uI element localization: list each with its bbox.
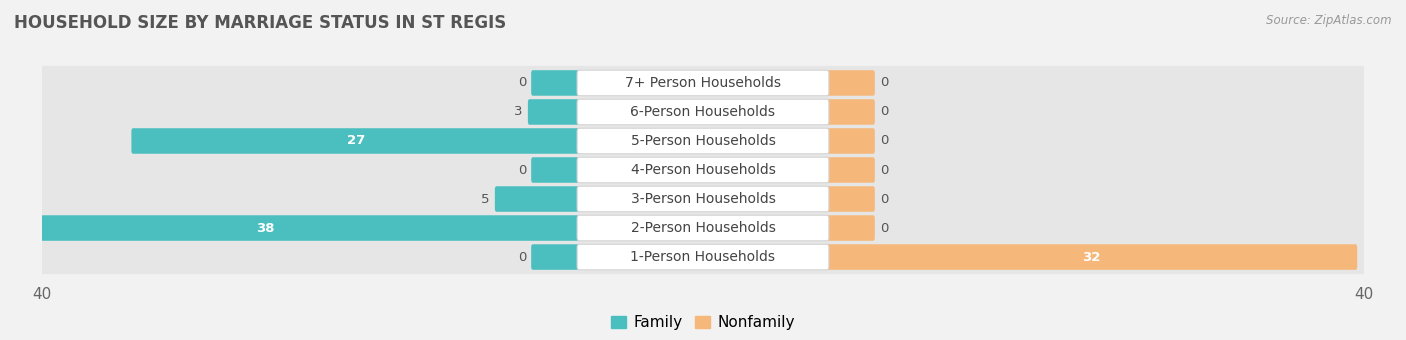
- Text: 0: 0: [880, 222, 889, 235]
- Text: Source: ZipAtlas.com: Source: ZipAtlas.com: [1267, 14, 1392, 27]
- FancyBboxPatch shape: [576, 186, 830, 212]
- Text: 4-Person Households: 4-Person Households: [630, 163, 776, 177]
- Text: 0: 0: [517, 76, 526, 89]
- FancyBboxPatch shape: [576, 128, 830, 154]
- Text: HOUSEHOLD SIZE BY MARRIAGE STATUS IN ST REGIS: HOUSEHOLD SIZE BY MARRIAGE STATUS IN ST …: [14, 14, 506, 32]
- FancyBboxPatch shape: [31, 66, 1375, 100]
- FancyBboxPatch shape: [825, 99, 875, 125]
- FancyBboxPatch shape: [825, 186, 875, 212]
- FancyBboxPatch shape: [0, 215, 581, 241]
- FancyBboxPatch shape: [825, 128, 875, 154]
- FancyBboxPatch shape: [31, 240, 1375, 274]
- FancyBboxPatch shape: [825, 244, 1357, 270]
- FancyBboxPatch shape: [31, 124, 1375, 158]
- Text: 0: 0: [880, 76, 889, 89]
- FancyBboxPatch shape: [31, 211, 1375, 245]
- FancyBboxPatch shape: [576, 157, 830, 183]
- Text: 6-Person Households: 6-Person Households: [630, 105, 776, 119]
- FancyBboxPatch shape: [31, 95, 1375, 129]
- Text: 2-Person Households: 2-Person Households: [630, 221, 776, 235]
- FancyBboxPatch shape: [576, 70, 830, 96]
- Text: 3: 3: [515, 105, 523, 118]
- Text: 32: 32: [1083, 251, 1101, 264]
- FancyBboxPatch shape: [576, 244, 830, 270]
- FancyBboxPatch shape: [825, 70, 875, 96]
- Text: 27: 27: [347, 135, 366, 148]
- FancyBboxPatch shape: [131, 128, 581, 154]
- Text: 0: 0: [880, 135, 889, 148]
- Legend: Family, Nonfamily: Family, Nonfamily: [605, 309, 801, 337]
- Text: 1-Person Households: 1-Person Households: [630, 250, 776, 264]
- FancyBboxPatch shape: [825, 157, 875, 183]
- FancyBboxPatch shape: [495, 186, 581, 212]
- FancyBboxPatch shape: [576, 215, 830, 241]
- FancyBboxPatch shape: [531, 70, 581, 96]
- Text: 0: 0: [880, 105, 889, 118]
- Text: 3-Person Households: 3-Person Households: [630, 192, 776, 206]
- FancyBboxPatch shape: [31, 182, 1375, 216]
- Text: 5-Person Households: 5-Person Households: [630, 134, 776, 148]
- Text: 5: 5: [481, 192, 489, 205]
- Text: 0: 0: [517, 164, 526, 176]
- Text: 7+ Person Households: 7+ Person Households: [626, 76, 780, 90]
- FancyBboxPatch shape: [531, 244, 581, 270]
- Text: 0: 0: [517, 251, 526, 264]
- Text: 38: 38: [256, 222, 274, 235]
- FancyBboxPatch shape: [576, 99, 830, 125]
- FancyBboxPatch shape: [31, 153, 1375, 187]
- Text: 0: 0: [880, 164, 889, 176]
- Text: 0: 0: [880, 192, 889, 205]
- FancyBboxPatch shape: [825, 215, 875, 241]
- FancyBboxPatch shape: [531, 157, 581, 183]
- FancyBboxPatch shape: [527, 99, 581, 125]
